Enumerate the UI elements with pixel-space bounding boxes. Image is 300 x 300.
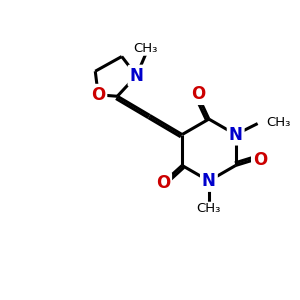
Text: CH₃: CH₃ xyxy=(197,202,221,215)
Text: N: N xyxy=(202,172,216,190)
Text: O: O xyxy=(191,85,206,103)
Text: N: N xyxy=(130,67,143,85)
Text: N: N xyxy=(229,125,243,143)
Text: O: O xyxy=(156,174,170,192)
Text: O: O xyxy=(253,151,267,169)
Text: CH₃: CH₃ xyxy=(267,116,291,129)
Text: O: O xyxy=(91,86,105,104)
Text: CH₃: CH₃ xyxy=(134,42,158,55)
